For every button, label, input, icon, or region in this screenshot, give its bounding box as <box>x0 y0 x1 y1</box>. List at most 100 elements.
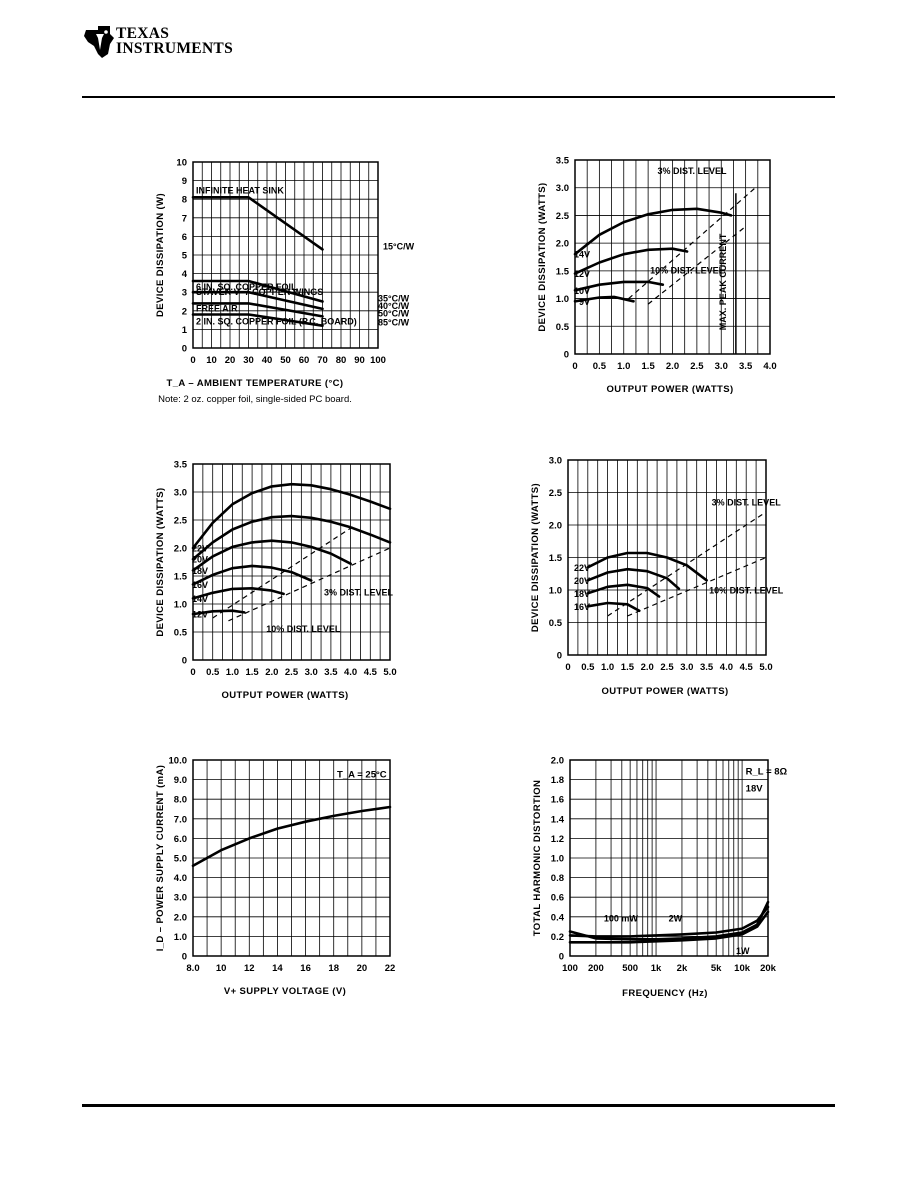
y-tick-label: 1.0 <box>174 600 187 611</box>
series-label: 100 mW <box>604 914 639 924</box>
x-tick-label: 200 <box>588 963 604 974</box>
y-axis-label: DEVICE DISSIPATION (WATTS) <box>155 487 166 636</box>
series-label: 20V <box>192 555 208 565</box>
series-line <box>191 302 324 318</box>
y-axis-label: DEVICE DISSIPATION (W) <box>155 193 166 317</box>
y-tick-label: 0.2 <box>551 932 564 943</box>
y-tick-label: 0 <box>182 344 187 355</box>
series-line <box>568 905 770 938</box>
x-tick-label: 2.0 <box>641 662 654 673</box>
y-tick-label: 3.0 <box>174 488 187 499</box>
y-tick-label: 0 <box>182 656 187 667</box>
series-label: 16V <box>192 580 208 590</box>
y-tick-label: 8 <box>182 195 187 206</box>
x-tick-label: 20k <box>760 963 777 974</box>
x-tick-label: 60 <box>299 355 310 366</box>
y-tick-label: 2.0 <box>549 521 562 532</box>
y-tick-label: 0.6 <box>551 893 564 904</box>
y-tick-label: 0.4 <box>551 912 565 923</box>
y-tick-label: 5.0 <box>174 854 187 865</box>
plot-frame <box>192 463 391 661</box>
logo-line-2: INSTRUMENTS <box>116 40 233 57</box>
y-tick-label: 2.5 <box>174 516 188 527</box>
y-tick-label: 3.5 <box>174 460 188 471</box>
y-tick-label: 10.0 <box>169 756 188 767</box>
chart-3-svg: 0 0.5 1.0 1.5 2.0 2.5 3.0 3.5 0 0.5 1.0 1.5 2.0 2.5 3.… <box>155 460 397 702</box>
x-tick-label: 20 <box>225 355 236 366</box>
y-tick-label: 6 <box>182 232 187 243</box>
header-rule <box>82 96 835 98</box>
y-tick-label: 1.2 <box>551 834 564 845</box>
series-label: 10V <box>574 286 590 296</box>
series-line <box>191 539 352 572</box>
chart-note: Note: 2 oz. copper foil, single-sided PC… <box>158 394 352 405</box>
x-tick-label: 1.5 <box>642 361 656 372</box>
x-tick-label: 0.5 <box>581 662 595 673</box>
y-tick-label: 1.5 <box>556 266 570 277</box>
x-tick-label: 1.0 <box>617 361 630 372</box>
x-tick-label: 4.5 <box>364 667 378 678</box>
x-tick-label: 8.0 <box>186 963 199 974</box>
y-tick-label: 1.0 <box>556 294 569 305</box>
series-line <box>568 910 770 944</box>
annotation: T_A = 25°C <box>337 770 387 781</box>
y-tick-label: 0.8 <box>551 873 564 884</box>
series-line <box>191 313 324 327</box>
x-tick-label: 3.5 <box>739 361 753 372</box>
x-tick-label: 100 <box>370 355 386 366</box>
x-tick-label: 4.0 <box>720 662 733 673</box>
annotation: 18V <box>746 783 764 794</box>
series-line <box>191 805 392 868</box>
x-tick-label: 1.5 <box>621 662 635 673</box>
chart-4-dissipation-vs-power: 0 0.5 1.0 1.5 2.0 2.5 3.0 0 0.5 1.0 1.5 2.0 2.5 3.0 3.… <box>520 452 784 707</box>
y-tick-label: 2.0 <box>174 912 187 923</box>
series-label: 20V <box>574 576 590 586</box>
distortion-level-line <box>628 187 756 300</box>
y-tick-label: 7 <box>182 213 187 224</box>
y-tick-label: 6.0 <box>174 834 187 845</box>
x-tick-label: 22 <box>385 963 396 974</box>
x-tick-label: 3.5 <box>324 667 338 678</box>
x-tick-label: 0.5 <box>206 667 220 678</box>
y-tick-label: 2 <box>182 306 187 317</box>
series-label: 22V <box>574 563 590 573</box>
x-tick-label: 100 <box>562 963 578 974</box>
distortion-level-line <box>627 556 767 617</box>
x-tick-label: 2.5 <box>690 361 704 372</box>
chart-5-supply-current-vs-voltage: 0 1.0 2.0 3.0 4.0 5.0 6.0 7.0 8.0 9.0 10.0 8.0 10 12 1… <box>135 752 400 1007</box>
series-line <box>191 196 324 251</box>
x-tick-label: 3.0 <box>715 361 728 372</box>
series-line <box>191 587 285 600</box>
distortion-level-line <box>647 226 746 305</box>
series-line <box>573 295 635 303</box>
y-tick-label: 0.5 <box>556 322 570 333</box>
y-axis-label: DEVICE DISSIPATION (WATTS) <box>537 182 548 331</box>
x-axis-label: OUTPUT POWER (WATTS) <box>606 384 733 395</box>
series-label: 22V <box>192 544 208 554</box>
y-tick-label: 2.0 <box>551 756 564 767</box>
chart-4-svg: 0 0.5 1.0 1.5 2.0 2.5 3.0 0 0.5 1.0 1.5 2.0 2.5 3.0 3.… <box>530 456 784 698</box>
series-label: 1W <box>736 946 750 956</box>
y-tick-label: 0 <box>559 952 564 963</box>
x-tick-label: 50 <box>280 355 291 366</box>
x-tick-label: 5.0 <box>383 667 396 678</box>
series-label: 6 IN. SQ. COPPER FOIL <box>196 282 297 292</box>
x-axis-label: OUTPUT POWER (WATTS) <box>221 690 348 701</box>
annotation: 35°C/W <box>378 294 410 304</box>
series-label: 2W <box>669 914 683 924</box>
x-tick-label: 12 <box>244 963 255 974</box>
x-tick-label: 3.0 <box>680 662 693 673</box>
y-tick-label: 0 <box>564 350 569 361</box>
y-tick-label: 10 <box>176 158 187 169</box>
chart-1-dissipation-vs-temperature: 0 1 2 3 4 5 6 7 8 9 10 0 10 20 30 40 50 60 70 80 90 100 T_A – … <box>135 150 415 420</box>
ti-logo-text: TEXAS INSTRUMENTS <box>116 26 233 57</box>
y-tick-label: 5 <box>182 251 188 262</box>
plot-frame <box>574 159 771 355</box>
series-label: 16V <box>574 602 590 612</box>
y-tick-label: 0.5 <box>174 628 188 639</box>
y-axis-label: I_D – POWER SUPPLY CURRENT (mA) <box>155 765 166 952</box>
x-tick-label: 1.0 <box>226 667 239 678</box>
x-tick-label: 0 <box>572 361 577 372</box>
y-tick-label: 3.0 <box>556 183 569 194</box>
y-tick-label: 3 <box>182 288 187 299</box>
